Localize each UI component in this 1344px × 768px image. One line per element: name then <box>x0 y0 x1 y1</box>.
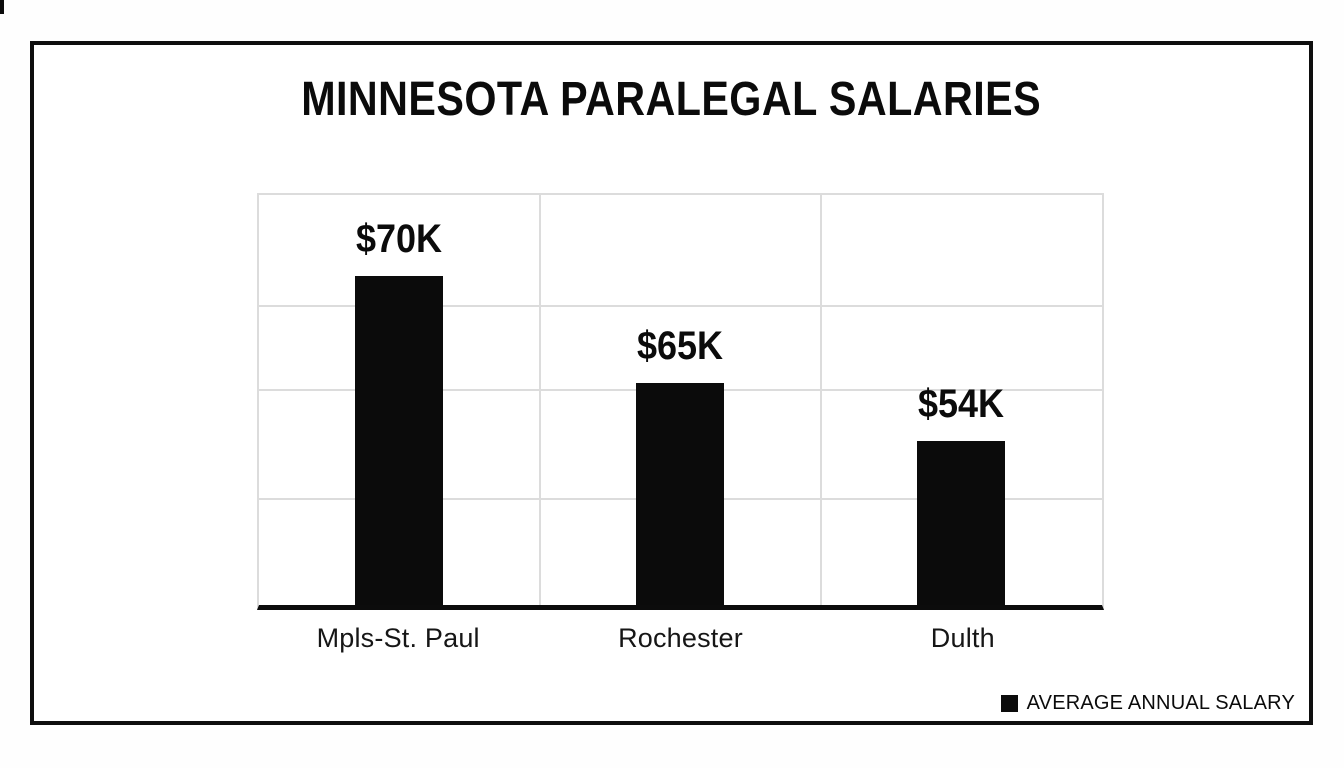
x-axis-label: Rochester <box>618 623 743 653</box>
bar-group: $70K <box>259 195 540 605</box>
vertical-gridline <box>538 195 541 605</box>
top-left-edge-mark <box>0 0 4 14</box>
horizontal-gridline <box>259 305 1102 308</box>
legend-label: AVERAGE ANNUAL SALARY <box>1026 692 1295 714</box>
chart-legend: AVERAGE ANNUAL SALARY <box>1000 692 1295 715</box>
plot-area: $70K $65K $54K <box>257 193 1104 610</box>
x-axis-label: Mpls-St. Paul <box>316 623 480 653</box>
chart-card: MINNESOTA PARALEGAL SALARIES $70K $65K $54… <box>30 41 1313 725</box>
bar-group: $65K <box>540 195 821 605</box>
x-axis-label: Dulth <box>930 623 995 653</box>
chart-title: MINNESOTA PARALEGAL SALARIES <box>34 72 1309 127</box>
bar-value-label: $54K <box>918 382 1005 426</box>
vertical-gridline <box>820 195 822 605</box>
salary-bar <box>355 276 444 605</box>
bar-value-label: $70K <box>356 217 443 261</box>
legend-swatch-icon <box>1000 695 1018 712</box>
bar-group: $54K <box>821 195 1102 605</box>
x-axis-labels: Mpls-St. Paul Rochester Dulth <box>257 623 1104 654</box>
chart-title-text: MINNESOTA PARALEGAL SALARIES <box>301 73 1042 126</box>
salary-bar <box>636 383 725 605</box>
salary-bar <box>917 441 1006 605</box>
bar-value-label: $65K <box>637 324 724 368</box>
